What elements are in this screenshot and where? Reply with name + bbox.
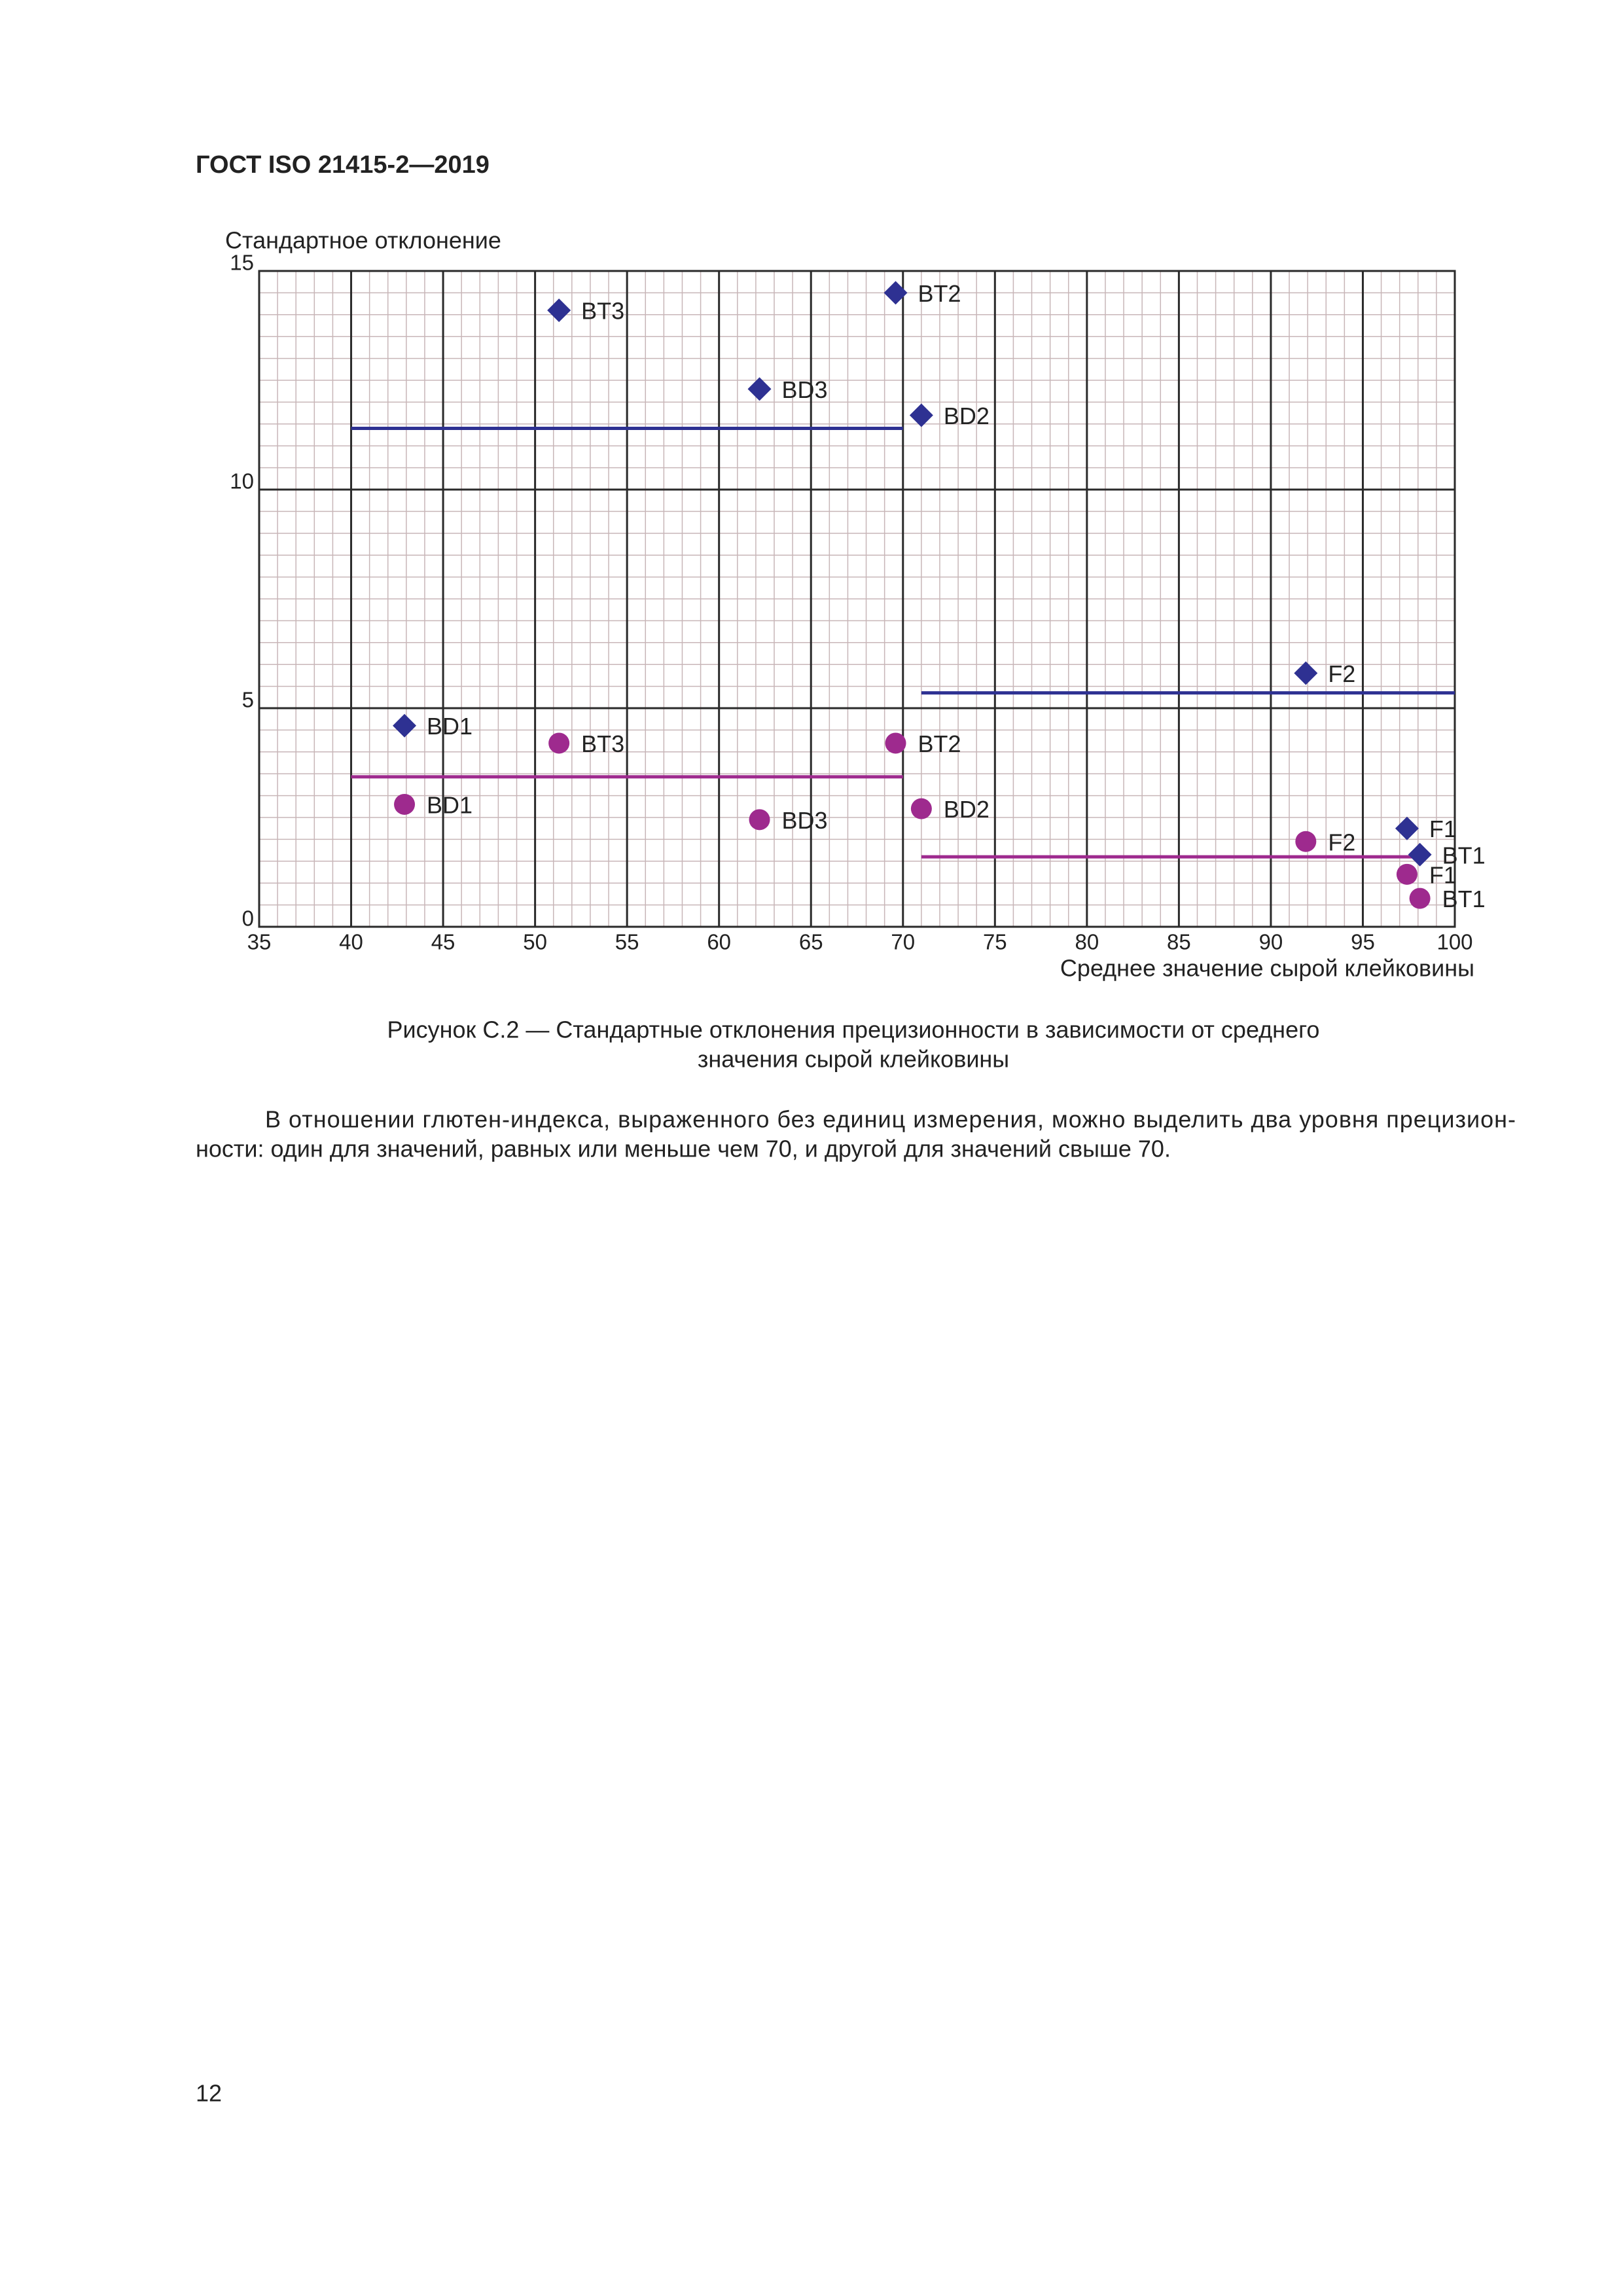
x-tick-label: 45 <box>431 930 455 954</box>
point-label: BT2 <box>918 280 961 307</box>
circle-marker <box>394 793 416 815</box>
point-label: BT3 <box>581 298 624 325</box>
circle-marker <box>1409 888 1431 909</box>
point-label: BT1 <box>1442 842 1486 869</box>
x-tick-label: 85 <box>1167 930 1191 954</box>
circle-marker <box>749 809 770 831</box>
x-tick-label: 75 <box>983 930 1007 954</box>
point-label: F2 <box>1328 660 1355 687</box>
x-tick-label: 55 <box>615 930 639 954</box>
diamond-marker <box>1408 842 1432 867</box>
x-tick-label: 35 <box>247 930 272 954</box>
x-tick-label: 80 <box>1075 930 1099 954</box>
x-axis-label: Среднее значение сырой клейковины <box>1060 955 1474 982</box>
y-tick-label: 10 <box>230 469 254 493</box>
plot-frame <box>258 270 1456 928</box>
x-tick-label: 40 <box>339 930 363 954</box>
circle-marker <box>885 732 906 754</box>
point-label: F2 <box>1328 829 1355 855</box>
caption-line: значения сырой клейковины <box>698 1046 1009 1073</box>
point-label: BD3 <box>782 376 828 403</box>
diamond-marker <box>883 281 908 305</box>
x-tick-label: 50 <box>523 930 547 954</box>
page-number: 12 <box>196 2080 222 2107</box>
x-tick-label: 100 <box>1436 930 1472 954</box>
paragraph-line: ности: один для значений, равных или мен… <box>196 1136 1171 1162</box>
x-tick-label: 60 <box>707 930 731 954</box>
point-label: BD2 <box>944 796 990 823</box>
header-title: ГОСТ ISO 21415-2—2019 <box>196 151 490 179</box>
point-label: BD1 <box>427 791 473 818</box>
y-tick-label: 0 <box>242 906 254 931</box>
point-label: BT2 <box>918 730 961 757</box>
point-label: BD3 <box>782 807 828 834</box>
circle-marker <box>548 732 570 754</box>
y-axis-label: Стандартное отклонение <box>225 227 501 254</box>
diamond-marker <box>547 298 571 323</box>
x-tick-label: 70 <box>891 930 915 954</box>
circle-marker <box>1295 831 1317 852</box>
circle-marker <box>910 798 932 819</box>
x-tick-label: 90 <box>1259 930 1283 954</box>
diamond-marker <box>909 403 933 427</box>
y-tick-label: 5 <box>242 688 254 712</box>
diamond-marker <box>1294 661 1318 685</box>
point-label: BT1 <box>1442 886 1486 912</box>
x-tick-label: 95 <box>1351 930 1375 954</box>
point-label: F1 <box>1429 816 1457 842</box>
point-label: F1 <box>1429 861 1457 888</box>
point-label: BD2 <box>944 403 990 429</box>
diamond-marker <box>393 713 417 738</box>
diamond-marker <box>747 377 772 401</box>
x-tick-label: 65 <box>799 930 823 954</box>
point-label: BT3 <box>581 730 624 757</box>
diamond-marker <box>1395 816 1419 840</box>
y-tick-label: 15 <box>230 251 254 275</box>
paragraph-line: В отношении глютен-индекса, выраженного … <box>265 1106 1516 1133</box>
point-label: BD1 <box>427 713 473 740</box>
caption-line: Рисунок С.2 — Стандартные отклонения пре… <box>387 1016 1320 1043</box>
circle-marker <box>1396 863 1418 885</box>
